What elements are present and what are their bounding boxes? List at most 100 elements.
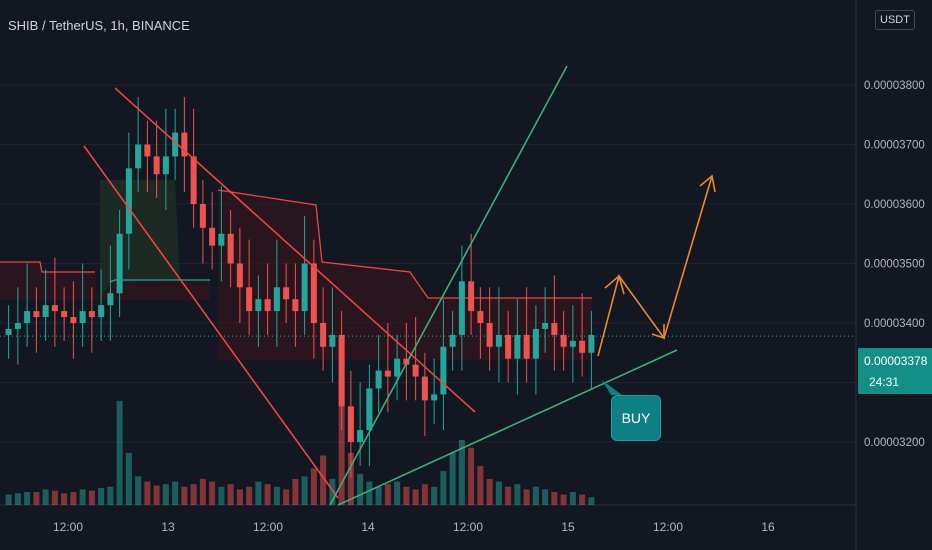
candle — [209, 227, 216, 246]
band-line-green — [109, 279, 210, 283]
candle — [33, 311, 40, 318]
x-tick-label: 12:00 — [253, 520, 283, 534]
candle — [384, 370, 391, 377]
candle — [338, 334, 345, 407]
volume-bar — [264, 484, 271, 505]
x-tick-label: 12:00 — [53, 520, 83, 534]
trend-line-support — [337, 349, 678, 506]
y-tick-label: 0.00003500 — [864, 259, 925, 271]
volume-bar — [514, 484, 521, 505]
x-tick-label: 14 — [361, 520, 375, 534]
volume-bar — [551, 491, 558, 505]
volume-bar — [209, 481, 216, 505]
candle — [486, 323, 493, 347]
candle — [79, 311, 86, 323]
volume-bar — [375, 486, 382, 505]
candle — [61, 311, 68, 318]
y-tick-label: 0.00003800 — [864, 80, 925, 92]
volume-bar — [588, 497, 595, 505]
volume-bar — [449, 452, 456, 505]
candle — [283, 287, 290, 300]
volume-bar — [301, 476, 308, 505]
candle — [5, 328, 12, 335]
x-tick-label: 12:00 — [653, 520, 683, 534]
volume-bar — [505, 486, 512, 505]
currency-button[interactable]: USDT — [875, 10, 915, 30]
candle — [107, 293, 114, 306]
volume-bar — [384, 484, 391, 505]
volume-bar — [107, 486, 114, 505]
channel-upper-line — [114, 87, 476, 413]
bar-countdown: 24:31 — [869, 375, 900, 389]
projection-path — [597, 175, 713, 357]
volume-bar — [144, 481, 151, 505]
volume-bar — [329, 478, 336, 505]
candle — [218, 233, 225, 246]
volume-bar — [357, 473, 364, 505]
candle — [98, 305, 105, 318]
candle — [468, 281, 475, 312]
candle — [514, 334, 521, 359]
volume-bar — [440, 471, 447, 505]
volume-bar — [181, 486, 188, 505]
volume-bar — [292, 478, 299, 505]
candle — [347, 406, 354, 442]
buy-pointer — [602, 380, 622, 395]
volume-bar — [125, 452, 132, 505]
x-tick-label: 12:00 — [453, 520, 483, 534]
volume-bar — [320, 455, 327, 505]
candle — [125, 168, 132, 234]
candle — [190, 156, 197, 204]
volume-bar — [477, 465, 484, 505]
projection-arrowhead — [699, 174, 716, 193]
volume-bar — [431, 486, 438, 505]
candle — [532, 328, 539, 359]
volume-bar — [79, 489, 86, 505]
volume-bar — [236, 489, 243, 505]
supertrend-bands — [0, 180, 592, 360]
volume-bar — [310, 468, 317, 505]
volume-bar — [273, 486, 280, 505]
volume-bar — [14, 493, 21, 505]
candle — [458, 281, 465, 335]
current-price: 0.00003378 — [864, 354, 928, 368]
candle — [172, 132, 179, 157]
volume-bar — [33, 491, 40, 505]
candle — [246, 287, 253, 312]
volume-bar — [246, 486, 253, 505]
volume-bar — [70, 491, 77, 505]
volume-bar — [190, 484, 197, 505]
volume-bar — [532, 486, 539, 505]
candle — [505, 334, 512, 359]
band-line — [0, 261, 95, 273]
candle — [153, 156, 160, 175]
volume-bar — [199, 478, 206, 505]
candle — [255, 299, 262, 312]
current-price-tag: 0.00003378 24:31 — [858, 348, 932, 394]
candle — [42, 305, 49, 318]
x-axis-labels: 12:00 13 12:00 14 12:00 15 12:00 16 — [53, 520, 775, 534]
channel-lower-line — [83, 145, 339, 499]
volume-bar — [579, 494, 586, 505]
candle — [24, 311, 31, 323]
candle — [14, 323, 21, 329]
symbol-title: SHIB / TetherUS, 1h, BINANCE — [8, 18, 190, 33]
volume-bar — [458, 439, 465, 505]
candle — [588, 334, 595, 353]
y-tick-label: 0.00003200 — [864, 437, 925, 449]
volume-bar — [412, 489, 419, 505]
volume-bar — [523, 489, 530, 505]
candle — [412, 364, 419, 377]
volume-bar — [98, 488, 105, 505]
projection-arrowhead — [604, 274, 625, 295]
candle — [449, 334, 456, 347]
volume-bar — [61, 493, 68, 505]
band-line-upper — [217, 189, 592, 299]
candle — [375, 370, 382, 389]
volume-bars — [5, 380, 595, 505]
volume-bar — [218, 486, 225, 505]
volume-bar — [486, 478, 493, 505]
volume-bar — [283, 489, 290, 505]
candle — [366, 388, 373, 431]
